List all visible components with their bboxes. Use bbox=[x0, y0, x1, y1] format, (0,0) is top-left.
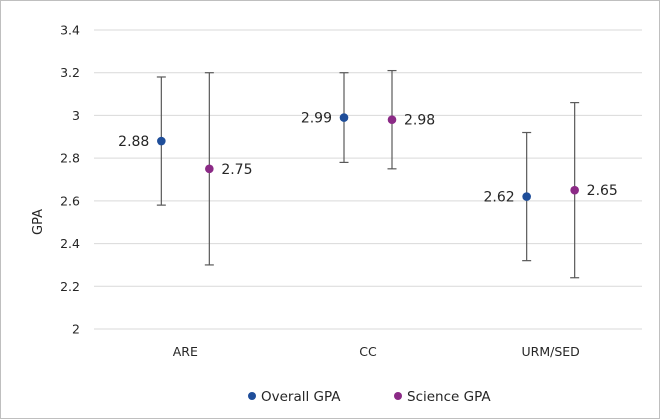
data-label: 2.75 bbox=[221, 162, 252, 178]
gridlines bbox=[94, 29, 642, 330]
legend-label: Overall GPA bbox=[261, 389, 341, 405]
data-label: 2.88 bbox=[118, 134, 149, 150]
data-point bbox=[570, 185, 579, 195]
y-tick-label: 3.2 bbox=[60, 65, 80, 80]
data-label: 2.99 bbox=[301, 111, 332, 127]
x-tick-label: CC bbox=[359, 344, 377, 359]
legend-label: Science GPA bbox=[407, 389, 491, 405]
data-point bbox=[339, 113, 349, 122]
y-tick-label: 2.6 bbox=[60, 193, 80, 208]
y-axis-label: GPA bbox=[31, 209, 46, 235]
x-tick-label: ARE bbox=[173, 344, 198, 359]
y-tick-label: 3 bbox=[72, 108, 80, 123]
y-tick-label: 2.8 bbox=[60, 151, 80, 166]
x-tick-label: URM/SED bbox=[522, 344, 580, 359]
data-label: 2.65 bbox=[587, 183, 618, 199]
data-labels: 2.88 2.99 2.62 2.75 2.98 2.65 bbox=[118, 111, 618, 206]
y-tick-label: 2.4 bbox=[60, 236, 80, 251]
data-point bbox=[205, 164, 214, 174]
y-axis-ticks: 2 2.2 2.4 2.6 2.8 3 3.2 3.4 bbox=[60, 23, 80, 337]
legend: Overall GPA Science GPA bbox=[248, 389, 491, 405]
legend-marker bbox=[248, 392, 256, 400]
x-axis-ticks: ARE CC URM/SED bbox=[173, 344, 580, 359]
data-point bbox=[157, 136, 166, 146]
data-label: 2.98 bbox=[404, 113, 435, 129]
data-point bbox=[387, 115, 397, 124]
data-label: 2.62 bbox=[483, 190, 514, 206]
error-bars bbox=[156, 69, 580, 279]
data-point bbox=[522, 192, 531, 201]
data-points bbox=[157, 113, 579, 201]
y-tick-label: 2 bbox=[72, 322, 80, 337]
y-tick-label: 3.4 bbox=[60, 23, 80, 38]
legend-marker bbox=[394, 392, 402, 400]
y-tick-label: 2.2 bbox=[60, 279, 80, 294]
